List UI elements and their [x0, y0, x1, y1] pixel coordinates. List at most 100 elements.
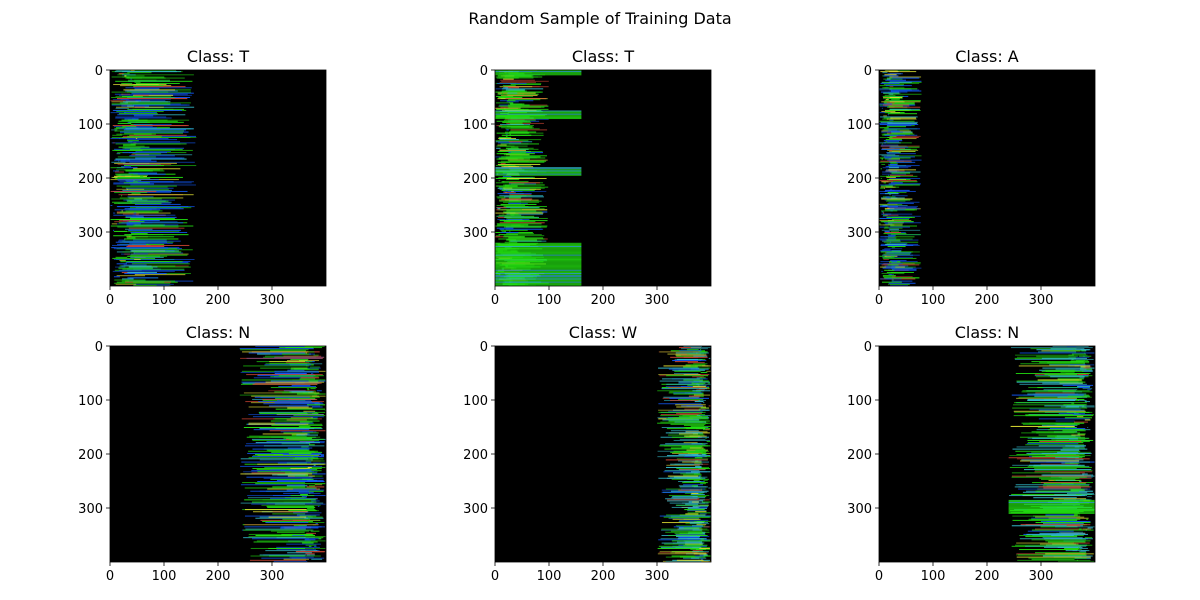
streak: [1016, 556, 1091, 558]
streak: [249, 435, 307, 437]
streak: [1044, 369, 1076, 371]
streak: [664, 448, 703, 450]
streak: [695, 465, 702, 467]
streak: [113, 230, 127, 232]
streak: [1074, 514, 1078, 516]
streak: [666, 477, 701, 479]
streak: [122, 251, 140, 253]
streak: [126, 237, 136, 239]
streak: [888, 207, 917, 209]
streak: [701, 448, 706, 450]
streak: [1053, 498, 1087, 500]
streak: [122, 213, 139, 215]
streak: [1084, 419, 1091, 421]
streak: [123, 220, 160, 222]
streak: [1019, 383, 1087, 385]
streak: [313, 547, 326, 549]
streak: [679, 556, 706, 558]
streak: [891, 280, 913, 282]
streak: [245, 528, 306, 530]
streak: [1059, 531, 1083, 533]
streak: [503, 154, 530, 156]
streak: [243, 365, 310, 367]
streak: [1031, 518, 1081, 520]
streak: [247, 497, 307, 499]
streak: [129, 266, 158, 268]
streak: [1025, 444, 1085, 446]
streak: [879, 224, 903, 226]
streak: [1034, 528, 1092, 530]
streak: [881, 144, 899, 146]
streak: [692, 501, 699, 503]
streak: [257, 463, 326, 465]
streak: [244, 499, 316, 501]
image-streaks: [879, 70, 922, 286]
streak: [240, 357, 324, 359]
streak: [248, 457, 319, 459]
streak: [502, 189, 505, 191]
streak: [506, 129, 509, 131]
image-streaks: [239, 346, 326, 562]
streak: [133, 252, 135, 254]
streak: [118, 120, 178, 122]
streak: [880, 250, 902, 252]
streak: [290, 468, 310, 470]
streak: [1059, 396, 1092, 398]
streak: [307, 509, 315, 511]
streak: [499, 148, 509, 150]
streak: [705, 437, 707, 439]
streak: [505, 128, 540, 130]
streak: [1071, 353, 1086, 355]
streak: [676, 458, 709, 460]
streak: [883, 212, 885, 214]
streak: [115, 283, 137, 285]
block-streak: [1008, 507, 1095, 509]
streak: [675, 352, 709, 354]
streak: [1056, 506, 1078, 508]
streak: [1073, 349, 1075, 351]
streak: [496, 215, 504, 217]
streak: [885, 238, 913, 240]
streak: [1019, 352, 1095, 354]
streak: [880, 145, 920, 147]
streak: [498, 97, 523, 98]
streak: [120, 133, 122, 135]
streak: [1044, 405, 1085, 407]
streak: [1010, 347, 1093, 349]
streak: [884, 190, 916, 192]
streak: [508, 202, 521, 204]
streak: [887, 114, 889, 116]
streak: [251, 456, 325, 458]
streak: [250, 547, 314, 549]
streak: [509, 194, 532, 196]
streak: [687, 510, 707, 512]
block-streak: [495, 110, 582, 112]
streak: [121, 280, 176, 282]
streak: [497, 93, 525, 95]
streak: [884, 226, 889, 228]
streak: [693, 553, 707, 555]
streak: [1041, 504, 1084, 506]
streak: [666, 418, 709, 420]
streak: [673, 526, 702, 528]
streak: [130, 184, 196, 186]
streak: [1078, 528, 1082, 530]
streak: [508, 104, 530, 106]
x-tick-label: 300: [260, 293, 285, 308]
streak: [127, 141, 181, 143]
streak: [676, 406, 706, 408]
streak: [888, 181, 918, 183]
streak: [116, 174, 148, 176]
block-streak: [495, 261, 582, 263]
streak: [1021, 459, 1084, 461]
block-streak: [495, 244, 582, 246]
streak: [660, 415, 700, 417]
streak: [1027, 530, 1074, 532]
streak: [129, 217, 175, 219]
streak: [133, 173, 166, 175]
streak: [510, 183, 525, 185]
streak: [133, 284, 157, 286]
streak: [126, 216, 177, 218]
streak: [292, 458, 319, 460]
streak: [274, 373, 307, 374]
